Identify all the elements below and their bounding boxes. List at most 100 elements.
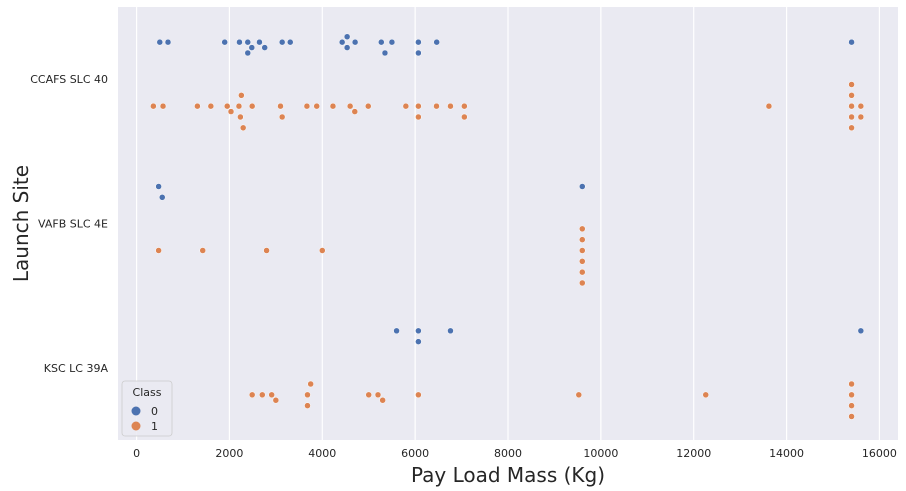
data-point-class-1 <box>765 102 773 110</box>
data-point-class-1 <box>194 102 201 110</box>
data-point-class-1 <box>402 102 410 110</box>
data-point-class-1 <box>848 92 855 99</box>
data-point-class-1 <box>848 102 855 110</box>
data-point-class-1 <box>848 113 855 121</box>
data-point-class-0 <box>343 44 351 51</box>
data-point-class-1 <box>374 391 382 399</box>
data-point-class-1 <box>239 124 247 132</box>
data-point-class-0 <box>338 38 346 46</box>
legend-title: Class <box>133 386 162 399</box>
data-point-class-1 <box>227 108 235 115</box>
legend-label-0: 0 <box>151 405 158 418</box>
data-point-class-0 <box>156 38 164 46</box>
data-points <box>150 33 865 420</box>
data-point-class-1 <box>223 102 231 110</box>
y-tick-label: CCAFS SLC 40 <box>30 73 108 86</box>
data-point-class-0 <box>351 38 359 46</box>
data-point-class-1 <box>848 391 855 399</box>
data-point-class-1 <box>304 391 311 399</box>
y-tick-label: KSC LC 39A <box>44 362 109 375</box>
data-point-class-1 <box>365 102 372 110</box>
data-point-class-0 <box>415 327 422 335</box>
data-point-class-1 <box>848 81 855 88</box>
data-point-class-1 <box>199 247 206 254</box>
data-point-class-1 <box>272 396 280 404</box>
data-point-class-1 <box>150 102 157 110</box>
data-point-class-1 <box>579 236 586 243</box>
data-point-class-1 <box>207 102 215 110</box>
legend: Class 0 1 <box>121 380 173 437</box>
data-point-class-0 <box>388 38 396 46</box>
data-point-class-1 <box>303 102 311 110</box>
data-point-class-1 <box>235 102 243 110</box>
data-point-class-0 <box>857 327 865 335</box>
data-point-class-0 <box>158 194 166 201</box>
data-point-class-1 <box>329 102 337 110</box>
x-tick-label: 10000 <box>583 447 618 460</box>
data-point-class-0 <box>415 49 422 57</box>
data-point-class-1 <box>579 258 586 265</box>
data-point-class-1 <box>848 402 855 409</box>
data-point-class-1 <box>857 102 865 110</box>
data-point-class-0 <box>261 44 268 51</box>
data-point-class-1 <box>248 102 256 110</box>
data-point-class-0 <box>393 327 400 335</box>
x-tick-label: 14000 <box>769 447 804 460</box>
data-point-class-1 <box>579 268 586 276</box>
x-tick-label: 12000 <box>676 447 711 460</box>
x-tick-label: 0 <box>133 447 140 460</box>
data-point-class-0 <box>236 38 243 46</box>
x-axis-title: Pay Load Mass (Kg) <box>411 463 605 487</box>
y-axis-ticks: CCAFS SLC 40 VAFB SLC 4E KSC LC 39A <box>30 73 108 375</box>
data-point-class-1 <box>259 391 266 399</box>
data-point-class-1 <box>313 102 320 110</box>
data-point-class-1 <box>461 113 468 121</box>
data-point-class-1 <box>365 391 372 399</box>
data-point-class-1 <box>848 124 855 132</box>
grid-lines <box>135 7 881 440</box>
data-point-class-0 <box>381 49 389 57</box>
data-point-class-0 <box>447 327 454 335</box>
data-point-class-1 <box>461 102 468 110</box>
data-point-class-0 <box>287 38 294 46</box>
data-point-class-1 <box>237 113 244 121</box>
data-point-class-0 <box>155 183 162 190</box>
data-point-class-1 <box>268 391 275 399</box>
data-point-class-0 <box>221 38 228 46</box>
data-point-class-1 <box>263 247 270 254</box>
data-point-class-1 <box>278 113 286 121</box>
y-axis-title: Launch Site <box>9 165 33 282</box>
data-point-class-0 <box>244 49 252 57</box>
x-tick-label: 8000 <box>494 447 522 460</box>
data-point-class-1 <box>248 391 256 399</box>
data-point-class-1 <box>304 402 311 409</box>
data-point-class-1 <box>857 113 865 121</box>
data-point-class-1 <box>848 380 855 388</box>
x-tick-label: 4000 <box>308 447 336 460</box>
data-point-class-0 <box>256 38 263 46</box>
data-point-class-1 <box>579 279 586 287</box>
data-point-class-1 <box>155 247 162 254</box>
x-tick-label: 16000 <box>862 447 897 460</box>
data-point-class-0 <box>848 38 855 46</box>
data-point-class-1 <box>159 102 167 110</box>
data-point-class-0 <box>244 38 252 46</box>
data-point-class-1 <box>238 92 245 99</box>
x-tick-label: 2000 <box>215 447 243 460</box>
data-point-class-0 <box>248 44 256 51</box>
legend-marker-0 <box>131 406 141 416</box>
data-point-class-1 <box>379 396 386 404</box>
data-point-class-0 <box>164 38 172 46</box>
data-point-class-1 <box>575 391 583 399</box>
data-point-class-1 <box>346 102 354 110</box>
data-point-class-1 <box>447 102 454 110</box>
data-point-class-0 <box>415 338 422 345</box>
data-point-class-0 <box>415 38 422 46</box>
data-point-class-1 <box>579 225 586 233</box>
data-point-class-0 <box>343 33 351 41</box>
data-point-class-1 <box>415 391 422 399</box>
legend-marker-1 <box>131 421 141 431</box>
data-point-class-0 <box>433 38 440 46</box>
x-tick-label: 6000 <box>401 447 429 460</box>
